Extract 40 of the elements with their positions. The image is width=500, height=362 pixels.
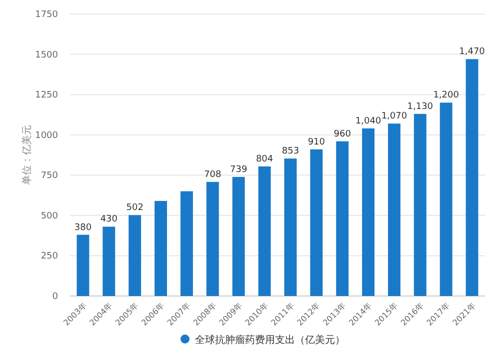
data-label: 960: [334, 129, 352, 140]
data-label: 430: [100, 214, 118, 225]
bar: [440, 102, 452, 296]
data-label: 804: [256, 154, 274, 164]
y-tick-label: 750: [40, 171, 58, 182]
data-label: 708: [204, 170, 222, 180]
bar: [180, 191, 193, 296]
y-tick-label: 1250: [35, 90, 58, 101]
y-tick-label: 250: [40, 252, 58, 262]
data-label: 1,200: [433, 90, 460, 101]
bar: [362, 128, 375, 296]
data-label: 1,040: [355, 116, 382, 126]
data-label: 739: [230, 164, 248, 175]
bar: [310, 149, 323, 296]
bar: [336, 141, 349, 296]
bar: [284, 158, 297, 296]
bar: [258, 166, 271, 296]
data-label: 380: [74, 222, 92, 233]
y-tick-label: 500: [40, 211, 58, 222]
y-tick-label: 0: [52, 292, 58, 302]
y-tick-label: 1000: [35, 130, 58, 141]
bar: [206, 182, 219, 296]
bar: [466, 59, 478, 296]
y-tick-label: 1750: [35, 10, 58, 20]
bar: [232, 176, 245, 296]
legend-label: 全球抗肿瘤药费用支出（亿美元）: [195, 334, 345, 346]
data-label: 910: [308, 137, 326, 148]
bar: [414, 114, 426, 296]
bar: [388, 124, 400, 296]
data-label: 853: [282, 146, 300, 157]
y-axis-title: 单位：亿美元: [21, 125, 33, 185]
bar: [154, 200, 168, 296]
data-label: 502: [126, 203, 144, 214]
bar: [102, 226, 116, 296]
data-label: 1,470: [459, 47, 486, 58]
y-tick-label: 1500: [35, 50, 58, 60]
data-label: 1,130: [407, 102, 434, 112]
data-label: 1,070: [381, 112, 408, 122]
bar: [76, 234, 90, 296]
bar: [128, 215, 142, 296]
